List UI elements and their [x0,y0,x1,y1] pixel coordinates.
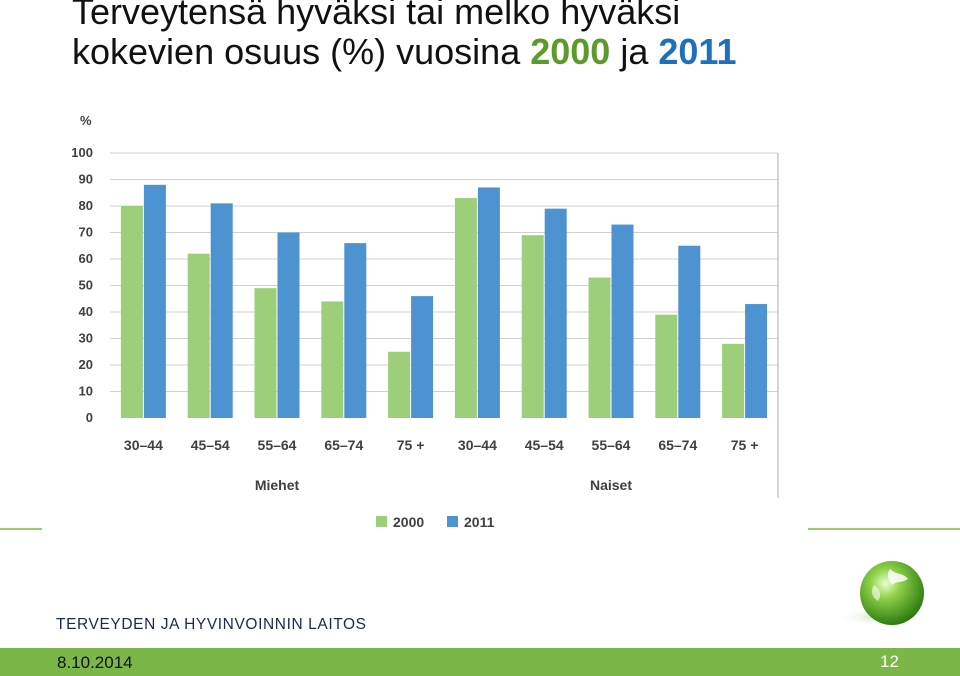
title-year-2011: 2011 [658,31,737,72]
bar-2011 [544,208,567,418]
green-globe-icon [836,561,924,626]
bar-2011 [210,203,233,418]
group-label: Naiset [590,477,632,493]
title-year-2000: 2000 [530,31,611,72]
group-label: Miehet [255,477,300,493]
footer-date: 8.10.2014 [57,653,133,672]
x-tick-label: 45–54 [191,437,230,453]
left-divider-line [0,528,42,530]
bar-2011 [477,187,500,418]
bar-2011 [344,243,367,418]
bar-2011 [143,184,166,418]
right-divider-line [808,528,960,530]
x-tick-label: 55–64 [258,437,297,453]
footer-bar [0,648,960,676]
x-tick-label: 75 + [731,437,759,453]
bar-2000 [454,198,477,418]
bar-2011 [411,296,434,418]
y-tick-label: 100 [71,145,93,160]
title-line-2: kokevien osuus (%) vuosina 2000 ja 2011 [72,32,952,72]
y-tick-label: 20 [79,357,93,372]
bar-2011 [277,232,300,418]
slide-title: Terveytensä hyväksi tai melko hyväksi ko… [72,0,952,72]
bar-2000 [521,235,544,418]
y-tick-label: 90 [79,172,93,187]
legend-label: 2011 [464,514,495,530]
y-axis-label: % [80,113,92,128]
bar-2000 [588,277,611,418]
bar-2000 [187,253,210,418]
legend-label: 2000 [393,514,424,530]
x-tick-label: 65–74 [658,437,697,453]
title-line-2-mid: ja [610,31,659,72]
bar-2011 [678,245,701,418]
y-tick-label: 40 [79,304,93,319]
x-tick-label: 75 + [397,437,425,453]
legend-swatch-2000 [376,516,387,527]
bar-2000 [388,351,411,418]
y-tick-label: 30 [79,331,93,346]
bar-2000 [655,314,678,418]
y-tick-label: 50 [79,278,93,293]
y-tick-label: 10 [79,384,93,399]
x-tick-label: 30–44 [124,437,163,453]
y-tick-label: 60 [79,251,93,266]
title-line-2-prefix: kokevien osuus (%) vuosina [72,31,531,72]
y-tick-label: 70 [79,225,93,240]
x-tick-label: 45–54 [525,437,564,453]
bar-2000 [120,206,143,418]
y-tick-label: 0 [86,410,93,425]
bar-2000 [254,288,277,418]
x-tick-label: 55–64 [592,437,631,453]
y-tick-label: 80 [79,198,93,213]
x-tick-label: 30–44 [458,437,497,453]
bar-2011 [611,224,634,418]
organization-name: TERVEYDEN JA HYVINVOINNIN LAITOS [56,616,367,633]
bar-2011 [745,304,768,418]
bar-2000 [321,301,344,418]
page-number: 12 [880,652,899,671]
bar-chart: 0 10 20 30 40 50 60 70 80 90 100% 30–44 45–54 55–64 65… [71,113,779,530]
x-tick-label: 65–74 [324,437,363,453]
legend-swatch-2011 [447,516,458,527]
title-line-1: Terveytensä hyväksi tai melko hyväksi [72,0,681,32]
bar-2000 [722,343,745,418]
